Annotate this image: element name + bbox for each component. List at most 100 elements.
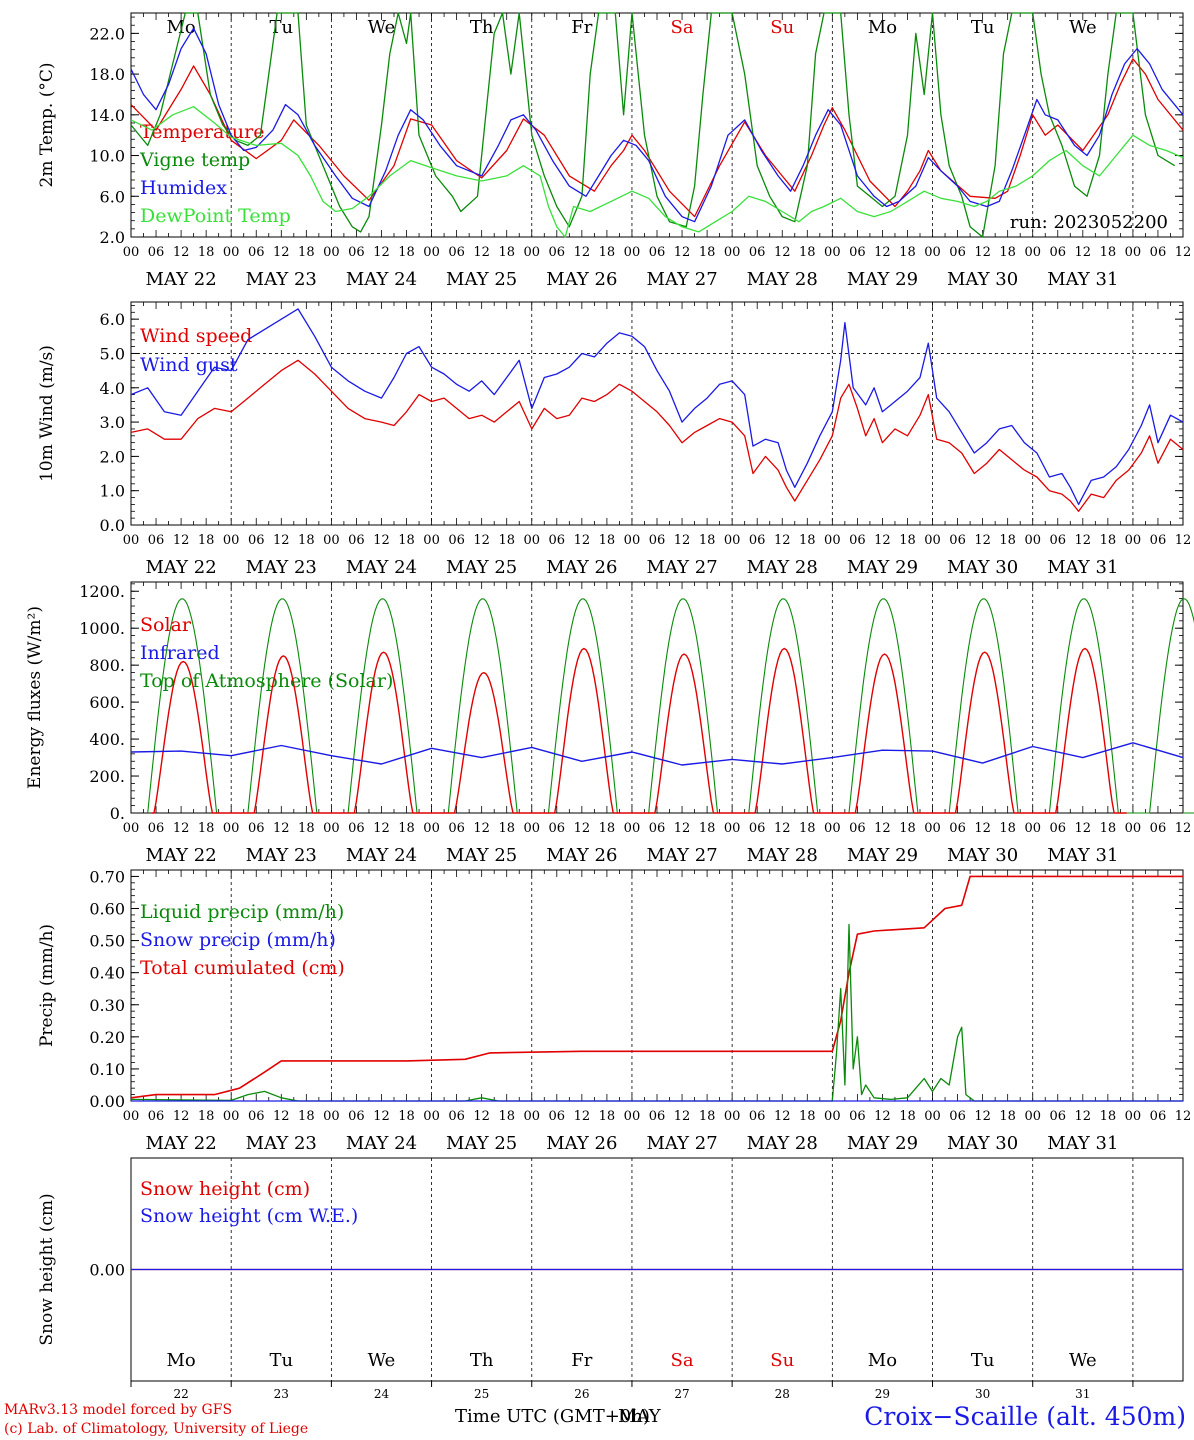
hour-tick-label: 18: [298, 533, 315, 548]
y-axis-label: Precip (mm/h): [37, 924, 57, 1047]
hour-tick-label: 18: [799, 245, 816, 260]
date-label: MAY 26: [546, 557, 617, 578]
hour-tick-label: 18: [699, 1109, 716, 1124]
hour-tick-label: 06: [949, 245, 966, 260]
date-label: MAY 23: [246, 1133, 317, 1154]
date-label: MAY 29: [847, 557, 918, 578]
hour-tick-label: 18: [999, 245, 1016, 260]
y-tick-label: 1000.: [79, 619, 125, 638]
hour-tick-label: 00: [223, 1109, 240, 1124]
day-number-label: 26: [574, 1387, 589, 1401]
y-tick-label: 2.0: [100, 228, 125, 247]
hour-tick-label: 06: [348, 821, 365, 836]
hour-tick-label: 00: [1125, 1109, 1142, 1124]
weekday-label: Mo: [868, 1350, 897, 1371]
date-label: MAY 28: [747, 269, 818, 290]
day-number-label: 27: [674, 1387, 689, 1401]
hour-tick-label: 00: [223, 821, 240, 836]
hour-tick-label: 18: [699, 821, 716, 836]
day-number-label: 24: [374, 1387, 390, 1401]
hour-tick-label: 06: [248, 533, 265, 548]
hour-tick-label: 00: [323, 245, 340, 260]
hour-tick-label: 06: [248, 245, 265, 260]
day-number-label: 30: [975, 1387, 990, 1401]
y-tick-label: 600.: [89, 693, 125, 712]
y-tick-label: 2.0: [100, 447, 125, 466]
hour-tick-label: 12: [774, 821, 791, 836]
y-tick-label: 0.70: [89, 867, 125, 886]
hour-tick-label: 06: [1049, 821, 1066, 836]
hour-tick-label: 12: [373, 533, 390, 548]
hour-tick-label: 12: [774, 533, 791, 548]
hour-tick-label: 00: [824, 533, 841, 548]
hour-tick-label: 06: [549, 821, 566, 836]
y-axis-label: 2m Temp. (°C): [37, 62, 57, 187]
date-label: MAY 29: [847, 845, 918, 866]
date-label: MAY 22: [145, 269, 216, 290]
y-tick-label: 22.0: [89, 24, 125, 43]
hour-tick-label: 12: [173, 533, 190, 548]
weekday-label: Th: [470, 1350, 494, 1371]
hour-tick-label: 00: [1024, 1109, 1041, 1124]
hour-tick-label: 00: [323, 1109, 340, 1124]
panel-5: 0.00 Snow height (cm) Snow height (cm) Snow…: [37, 1157, 1184, 1401]
hour-tick-label: 18: [198, 821, 215, 836]
legend-cum: Total cumulated (cm): [140, 957, 345, 979]
date-label: MAY 26: [546, 1133, 617, 1154]
hour-tick-label: 06: [148, 821, 165, 836]
date-label: MAY 31: [1047, 557, 1118, 578]
hour-tick-label: 18: [1100, 821, 1117, 836]
legend-humidex: Humidex: [140, 177, 227, 199]
hour-tick-label: 06: [148, 1109, 165, 1124]
hour-tick-label: 06: [649, 533, 666, 548]
date-label: MAY 30: [947, 557, 1018, 578]
hour-tick-label: 06: [749, 245, 766, 260]
hour-tick-label: 12: [974, 245, 991, 260]
y-tick-label: 1200.: [79, 582, 125, 601]
y-tick-label: 0.: [110, 804, 125, 823]
hour-tick-label: 18: [799, 533, 816, 548]
hour-tick-label: 06: [549, 1109, 566, 1124]
hour-tick-label: 12: [473, 245, 490, 260]
hour-tick-label: 12: [874, 1109, 891, 1124]
weekday-label: Th: [470, 17, 494, 38]
legend-temperature: Temperature: [140, 121, 264, 143]
weekday-label: Tu: [269, 17, 293, 38]
hour-tick-label: 00: [824, 245, 841, 260]
hour-tick-label: 06: [1049, 533, 1066, 548]
hour-tick-label: 06: [549, 245, 566, 260]
date-label: MAY 25: [446, 1133, 517, 1154]
date-label: MAY 22: [145, 845, 216, 866]
hour-tick-label: 12: [473, 533, 490, 548]
temperature-line: [130, 58, 1184, 218]
hour-tick-label: 06: [1049, 245, 1066, 260]
weekday-label: Tu: [269, 1350, 293, 1371]
date-label: MAY 30: [947, 845, 1018, 866]
hour-tick-label: 06: [1150, 533, 1167, 548]
hour-tick-label: 18: [999, 821, 1016, 836]
y-tick-label: 1.0: [100, 482, 125, 501]
hour-tick-label: 18: [699, 533, 716, 548]
hour-tick-label: 12: [574, 821, 591, 836]
y-tick-label: 0.0: [100, 516, 125, 535]
hour-tick-label: 06: [749, 821, 766, 836]
hour-tick-label: 12: [1175, 533, 1192, 548]
legend-infrared: Infrared: [140, 642, 220, 664]
weekday-label: Su: [770, 17, 794, 38]
hour-tick-label: 00: [523, 533, 540, 548]
legend-snowwe: Snow height (cm W.E.): [140, 1205, 358, 1227]
hour-tick-label: 12: [874, 533, 891, 548]
y-tick-label: 0.30: [89, 996, 125, 1015]
hour-tick-label: 12: [173, 245, 190, 260]
date-label: MAY 23: [246, 557, 317, 578]
hour-tick-label: 18: [599, 1109, 616, 1124]
hour-tick-label: 00: [724, 533, 741, 548]
hour-tick-label: 06: [348, 533, 365, 548]
dewpoint-line: [130, 106, 1184, 238]
hour-tick-label: 18: [899, 821, 916, 836]
hour-tick-label: 18: [1100, 245, 1117, 260]
hour-tick-label: 18: [398, 533, 415, 548]
legend-solar: Solar: [140, 614, 192, 636]
hour-tick-label: 00: [123, 245, 140, 260]
